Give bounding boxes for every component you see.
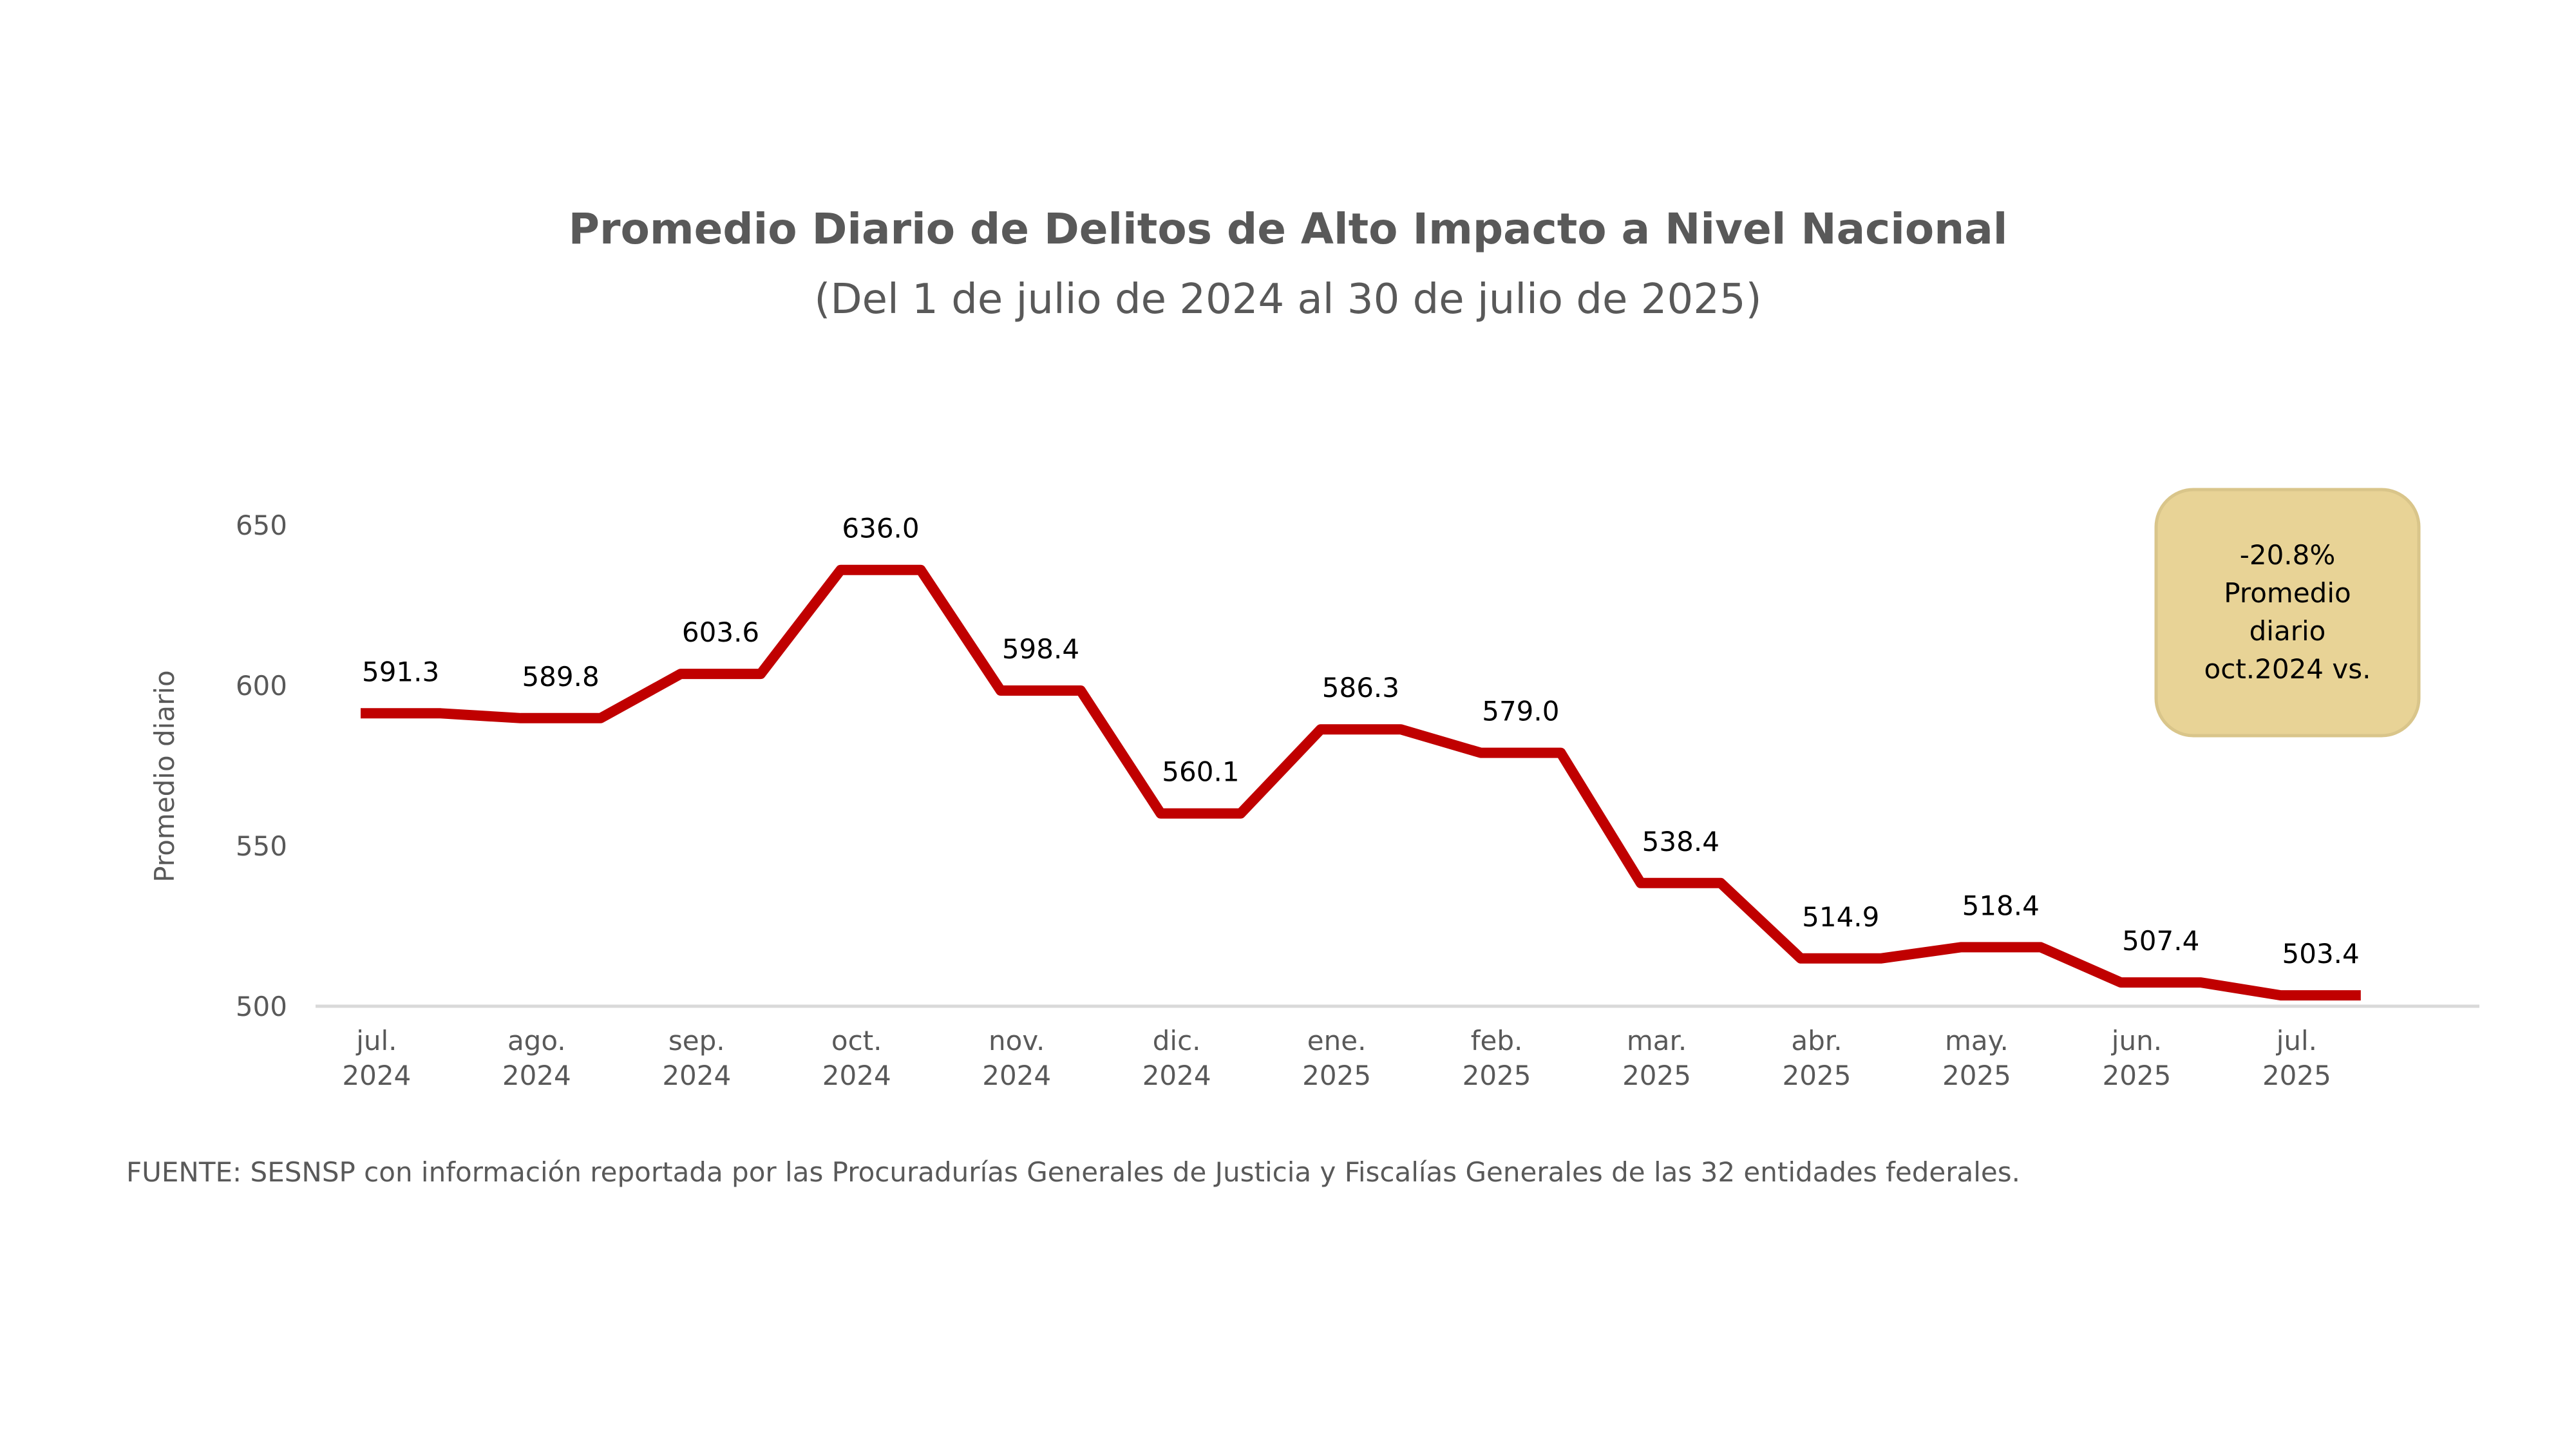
data-point-8 [1680, 883, 1681, 884]
x-tick-month: jul. [2276, 1025, 2317, 1056]
x-tick-month: ago. [507, 1025, 566, 1056]
y-tick-label-500: 500 [236, 991, 287, 1022]
x-tick-label-3: oct. 2024 [822, 1025, 891, 1091]
x-tick-label-10: may. 2025 [1942, 1025, 2011, 1091]
data-label-7: 579.0 [1482, 696, 1559, 727]
x-tick-year: 2024 [662, 1060, 731, 1091]
data-label-8: 538.4 [1642, 826, 1719, 857]
x-tick-year: 2025 [1463, 1060, 1531, 1091]
y-axis-label: Promedio diario [149, 670, 180, 882]
x-tick-year: 2025 [1783, 1060, 1852, 1091]
data-point-0 [400, 712, 401, 714]
x-tick-year: 2025 [2262, 1060, 2331, 1091]
annotation-line-4: oct.2024 vs. [2204, 653, 2371, 685]
data-point-10 [2000, 946, 2002, 948]
x-tick-month: oct. [831, 1025, 882, 1056]
data-label-9: 514.9 [1802, 901, 1879, 933]
y-tick-label-600: 600 [236, 670, 287, 702]
data-point-7 [1520, 752, 1521, 754]
data-label-12: 503.4 [2282, 938, 2360, 970]
x-tick-year: 2025 [2102, 1060, 2171, 1091]
x-tick-month: jul. [355, 1025, 397, 1056]
data-point-11 [2160, 982, 2161, 983]
x-tick-month: may. [1945, 1025, 2009, 1056]
data-label-5: 560.1 [1162, 756, 1239, 788]
x-tick-year: 2025 [1942, 1060, 2011, 1091]
x-tick-year: 2025 [1302, 1060, 1371, 1091]
chart-title: Promedio Diario de Delitos de Alto Impac… [569, 204, 2008, 254]
x-tick-label-8: mar. 2025 [1622, 1025, 1691, 1091]
x-tick-label-11: jun. 2025 [2102, 1025, 2171, 1091]
annotation-line-3: diario [2249, 615, 2326, 647]
x-tick-month: mar. [1627, 1025, 1687, 1056]
x-tick-label-0: jul. 2024 [342, 1025, 411, 1091]
chart-subtitle: (Del 1 de julio de 2024 al 30 de julio d… [814, 276, 1761, 323]
data-label-2: 603.6 [682, 616, 759, 648]
data-point-6 [1360, 729, 1361, 730]
x-tick-label-6: ene. 2025 [1302, 1025, 1371, 1091]
data-point-2 [720, 673, 721, 674]
x-tick-label-2: sep. 2024 [662, 1025, 731, 1091]
y-tick-label-650: 650 [236, 510, 287, 541]
x-tick-label-1: ago. 2024 [502, 1025, 571, 1091]
x-tick-year: 2024 [822, 1060, 891, 1091]
data-label-3: 636.0 [842, 513, 919, 544]
x-tick-month: nov. [989, 1025, 1045, 1056]
data-point-12 [2320, 995, 2322, 996]
data-point-5 [1200, 813, 1201, 814]
source-note: FUENTE: SESNSP con información reportada… [126, 1156, 2020, 1188]
annotation-box: -20.8% Promedio diario oct.2024 vs. [2154, 488, 2421, 738]
x-tick-month: dic. [1153, 1025, 1201, 1056]
annotation-box-bg [2154, 488, 2421, 738]
data-point-9 [1840, 958, 1841, 959]
x-tick-month: sep. [668, 1025, 725, 1056]
x-tick-month: feb. [1471, 1025, 1523, 1056]
series-line-0 [361, 564, 2361, 1001]
x-tick-month: abr. [1791, 1025, 1842, 1056]
x-tick-label-9: abr. 2025 [1783, 1025, 1852, 1091]
data-point-3 [880, 569, 882, 571]
x-tick-year: 2024 [502, 1060, 571, 1091]
x-tick-label-12: jul. 2025 [2262, 1025, 2331, 1091]
data-point-1 [560, 718, 562, 719]
y-tick-label-550: 550 [236, 830, 287, 862]
x-tick-year: 2024 [342, 1060, 411, 1091]
data-label-6: 586.3 [1322, 672, 1399, 703]
data-label-4: 598.4 [1002, 633, 1079, 665]
annotation-line-2: Promedio [2224, 577, 2351, 609]
x-tick-year: 2024 [982, 1060, 1051, 1091]
x-tick-year: 2024 [1142, 1060, 1211, 1091]
data-label-1: 589.8 [522, 661, 599, 693]
x-tick-label-7: feb. 2025 [1463, 1025, 1531, 1091]
x-tick-month: ene. [1307, 1025, 1367, 1056]
data-label-0: 591.3 [362, 656, 439, 687]
data-point-4 [1040, 690, 1041, 691]
x-tick-label-5: dic. 2024 [1142, 1025, 1211, 1091]
x-tick-label-4: nov. 2024 [982, 1025, 1051, 1091]
annotation-line-1: -20.8% [2240, 539, 2336, 571]
data-label-10: 518.4 [1962, 890, 2040, 921]
x-tick-month: jun. [2111, 1025, 2162, 1056]
x-tick-year: 2025 [1622, 1060, 1691, 1091]
data-label-11: 507.4 [2122, 925, 2199, 957]
